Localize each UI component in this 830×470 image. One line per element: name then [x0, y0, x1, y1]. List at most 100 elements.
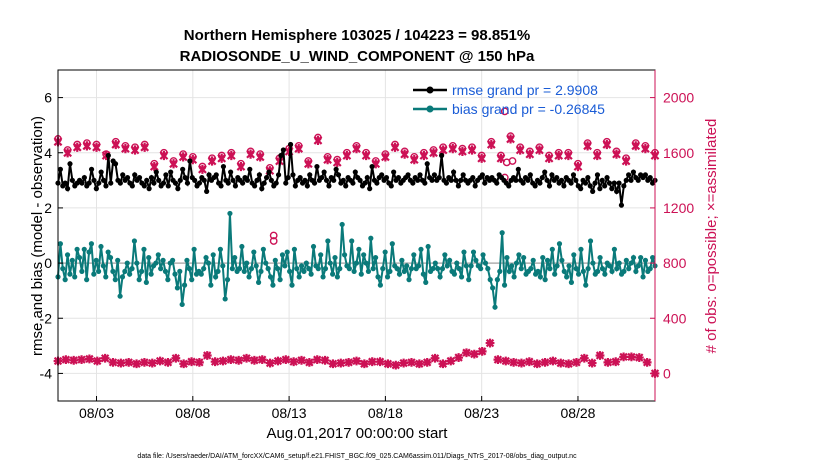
bias-series-point: [267, 274, 274, 280]
obs-lower-point: [611, 357, 621, 367]
bias-series-point: [580, 268, 586, 274]
obs-assimilated-point: [563, 150, 573, 161]
bias-series-point: [255, 279, 262, 285]
obs-assimilated-point: [352, 144, 361, 154]
obs-assimilated-point: [467, 145, 477, 155]
rmse-series-point: [417, 172, 423, 178]
obs-assimilated-point: [554, 150, 564, 161]
obs-assimilated-point: [525, 149, 535, 159]
bias-series-point: [112, 277, 118, 283]
obs-lower-point: [501, 356, 511, 366]
bias-series-point: [461, 249, 467, 255]
obs-assimilated-point: [246, 149, 255, 159]
bias-series-point: [208, 282, 214, 288]
rmse-series-point: [340, 177, 346, 183]
obs-lower-point: [304, 357, 314, 367]
obs-lower-point: [187, 357, 196, 367]
rmse-series-point: [172, 180, 179, 186]
bias-series-point: [98, 243, 104, 250]
bias-series-point: [456, 266, 462, 272]
obs-lower-point: [438, 359, 448, 369]
rmse-series-point: [153, 169, 159, 175]
bias-series-point: [95, 268, 102, 274]
obs-lower-point: [375, 357, 385, 367]
rmse-series-point: [132, 172, 138, 178]
rmse-series-point: [606, 180, 613, 186]
right-y-axis: 0 400 800 1200 1600 2000: [650, 70, 694, 401]
bias-series-point: [363, 260, 369, 266]
bias-series-point: [549, 246, 555, 252]
bias-series-point: [334, 274, 340, 280]
obs-outlier-point: [269, 237, 278, 245]
rmse-series-point: [156, 177, 162, 183]
chart-subtitle: RADIOSONDE_U_WIND_COMPONENT @ 150 hPa: [180, 48, 535, 65]
rmse-series-point: [594, 172, 601, 178]
rmse-series-point: [326, 183, 332, 189]
rmse-series-point: [187, 158, 193, 164]
bias-series-point: [518, 266, 524, 272]
bias-series-point: [353, 260, 360, 266]
bias-series-point: [628, 260, 634, 266]
obs-assimilated-point: [198, 164, 207, 174]
bias-series-point: [291, 246, 298, 252]
obs-assimilated-point: [303, 159, 313, 169]
bias-series-point: [540, 254, 546, 261]
obs-lower-point: [627, 352, 636, 362]
bias-series-point: [361, 252, 367, 258]
rmse-series-point: [362, 180, 368, 186]
obs-assimilated-point: [111, 139, 121, 150]
obs-assimilated-point: [592, 150, 602, 161]
bias-series-point: [437, 274, 443, 280]
rmse-series-point: [391, 169, 397, 175]
bias-series-point: [501, 282, 508, 288]
bias-series-point: [327, 260, 333, 266]
bias-series-point: [315, 266, 321, 272]
rmse-series-point: [177, 177, 183, 183]
rmse-series-point: [350, 180, 356, 186]
rmse-series-point: [527, 172, 533, 178]
bias-series-point: [521, 254, 527, 261]
obs-lower-point: [249, 355, 259, 365]
bias-series-point: [337, 266, 343, 272]
bias-series-point: [499, 230, 505, 236]
bias-series-point: [614, 266, 620, 272]
obs-lower-point: [642, 357, 652, 367]
obs-lower-point: [171, 353, 181, 363]
obs-assimilated-point: [63, 148, 73, 158]
rmse-series-point: [175, 186, 181, 192]
left-tick-label: 2: [44, 200, 52, 216]
right-tick-label: 2000: [663, 90, 694, 106]
rmse-series-point: [626, 172, 632, 178]
rmse-series-point: [451, 169, 457, 175]
bias-series-point: [408, 266, 415, 272]
rmse-series-point: [266, 169, 272, 175]
obs-assimilated-point: [506, 134, 515, 144]
bias-series-point: [432, 260, 438, 266]
obs-lower-point: [124, 357, 134, 367]
bias-series-point: [310, 243, 317, 250]
rmse-series-point: [482, 180, 488, 186]
bias-series-point: [189, 277, 195, 283]
rmse-series-point: [537, 180, 543, 186]
rmse-series-point: [436, 174, 442, 181]
right-tick-label: 800: [663, 255, 687, 271]
bias-series-point: [575, 271, 582, 277]
bias-series-point: [406, 277, 412, 283]
obs-lower-point: [242, 353, 251, 363]
rmse-series-point: [290, 172, 296, 178]
bias-series-point: [62, 277, 68, 283]
rmse-series-point: [144, 177, 150, 183]
bias-series-point: [370, 266, 376, 272]
rmse-series-point: [105, 152, 111, 159]
rmse-series-point: [405, 172, 411, 178]
left-y-axis: -4 -2 0 2 4 6: [40, 90, 63, 381]
rmse-series-point: [151, 180, 157, 186]
rmse-series-point: [261, 180, 267, 186]
rmse-series-point: [379, 172, 385, 178]
bias-series-point: [146, 254, 152, 261]
obs-lower-point: [579, 353, 589, 363]
bias-series-point: [451, 271, 458, 277]
bias-series-point: [418, 246, 424, 252]
rmse-series-point: [192, 177, 198, 183]
obs-assimilated-point: [236, 161, 246, 172]
